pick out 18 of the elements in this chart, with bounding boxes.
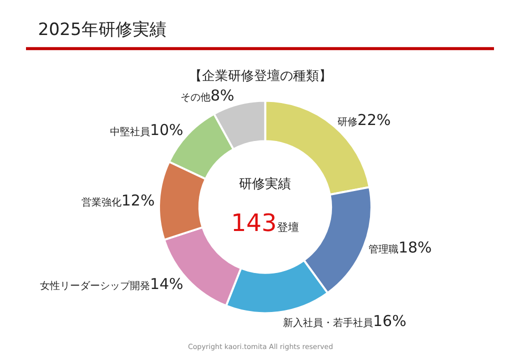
slice-label: その他 [180,92,210,104]
slice-label: 営業強化 [81,196,122,208]
data-label: 18% [398,238,432,256]
data-label: 12% [121,191,155,210]
data-label: 14% [150,274,184,293]
slice-label: 新入社員・若手社員 [283,317,374,330]
slice-label: 女性リーダーシップ開発 [40,280,150,292]
chart-title: 2025年研修実績 [38,20,166,40]
slice-label: 研修 [337,116,358,128]
chart-subtitle: 【企業研修登壇の種類】 [189,69,332,84]
data-label: 22% [357,110,391,129]
data-label: 8% [210,86,234,105]
text: 143登壇 [231,209,299,237]
slice-label: 管理職 [368,243,398,256]
slice-label: 中堅社員 [110,126,150,138]
data-label: 16% [373,312,406,330]
text: 研修実績 [239,176,291,192]
data-label: 10% [150,121,184,140]
